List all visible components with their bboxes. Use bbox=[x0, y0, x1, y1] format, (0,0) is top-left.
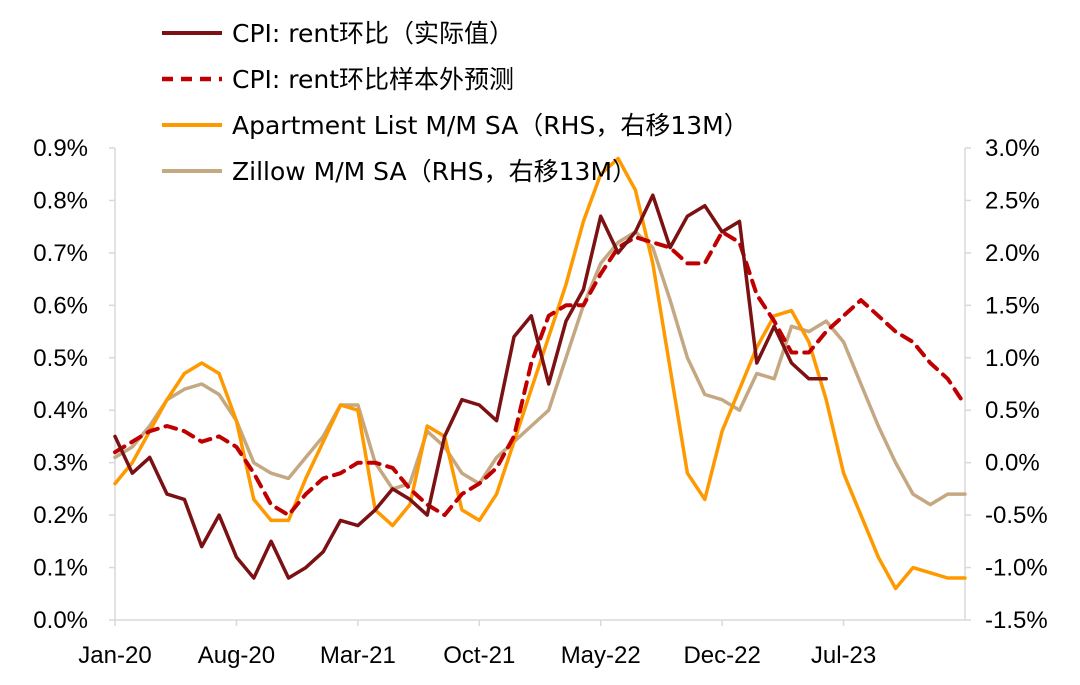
x-axis-tick-label: Dec-22 bbox=[683, 642, 760, 669]
left-axis-tick-label: 0.5% bbox=[33, 345, 88, 372]
x-axis-tick-label: Jan-20 bbox=[78, 642, 151, 669]
right-axis-tick-label: 1.5% bbox=[985, 292, 1040, 319]
left-axis-tick-label: 0.4% bbox=[33, 397, 88, 424]
right-axis-tick-label: 2.5% bbox=[985, 187, 1040, 214]
right-axis-tick-label: 0.0% bbox=[985, 450, 1040, 477]
x-axis-tick-label: Oct-21 bbox=[443, 642, 515, 669]
left-axis-tick-label: 0.6% bbox=[33, 292, 88, 319]
left-axis-tick-label: 0.8% bbox=[33, 187, 88, 214]
series-line-3 bbox=[113, 230, 967, 507]
x-axis-tick-label: Jul-23 bbox=[811, 642, 876, 669]
left-axis-tick-label: 0.0% bbox=[33, 607, 88, 634]
axes: 0.0% 0.1% 0.2% 0.3% 0.4% 0.5% 0.6% 0.7% 0.8% 0.9%… bbox=[33, 135, 1047, 669]
right-axis-tick-label: 0.5% bbox=[985, 397, 1040, 424]
series-line-1 bbox=[113, 229, 967, 518]
legend-label-1: CPI: rent环比样本外预测 bbox=[232, 65, 514, 94]
right-axis-tick-label: 3.0% bbox=[985, 135, 1040, 162]
series-layer bbox=[113, 156, 967, 591]
x-axis-tick-label: Mar-21 bbox=[320, 642, 396, 669]
left-axis-tick-label: 0.2% bbox=[33, 502, 88, 529]
right-axis-tick-label: -1.5% bbox=[985, 607, 1048, 634]
series-line-0 bbox=[113, 193, 828, 580]
right-axis-tick-label: -0.5% bbox=[985, 502, 1048, 529]
right-axis-tick-label: -1.0% bbox=[985, 555, 1048, 582]
legend-label-2: Apartment List M/M SA（RHS，右移13M） bbox=[232, 111, 749, 140]
left-axis-tick-label: 0.3% bbox=[33, 450, 88, 477]
series-line-2 bbox=[113, 156, 967, 591]
left-axis-tick-label: 0.7% bbox=[33, 240, 88, 267]
x-axis-tick-label: May-22 bbox=[561, 642, 641, 669]
legend-label-3: Zillow M/M SA（RHS，右移13M） bbox=[232, 157, 637, 186]
legend: CPI: rent环比（实际值） CPI: rent环比样本外预测 Apartmen… bbox=[162, 19, 749, 186]
right-axis-tick-label: 2.0% bbox=[985, 240, 1040, 267]
x-axis-tick-label: Aug-20 bbox=[198, 642, 275, 669]
left-axis-tick-label: 0.9% bbox=[33, 135, 88, 162]
legend-label-0: CPI: rent环比（实际值） bbox=[232, 19, 514, 48]
right-axis-tick-label: 1.0% bbox=[985, 345, 1040, 372]
left-axis-tick-label: 0.1% bbox=[33, 555, 88, 582]
